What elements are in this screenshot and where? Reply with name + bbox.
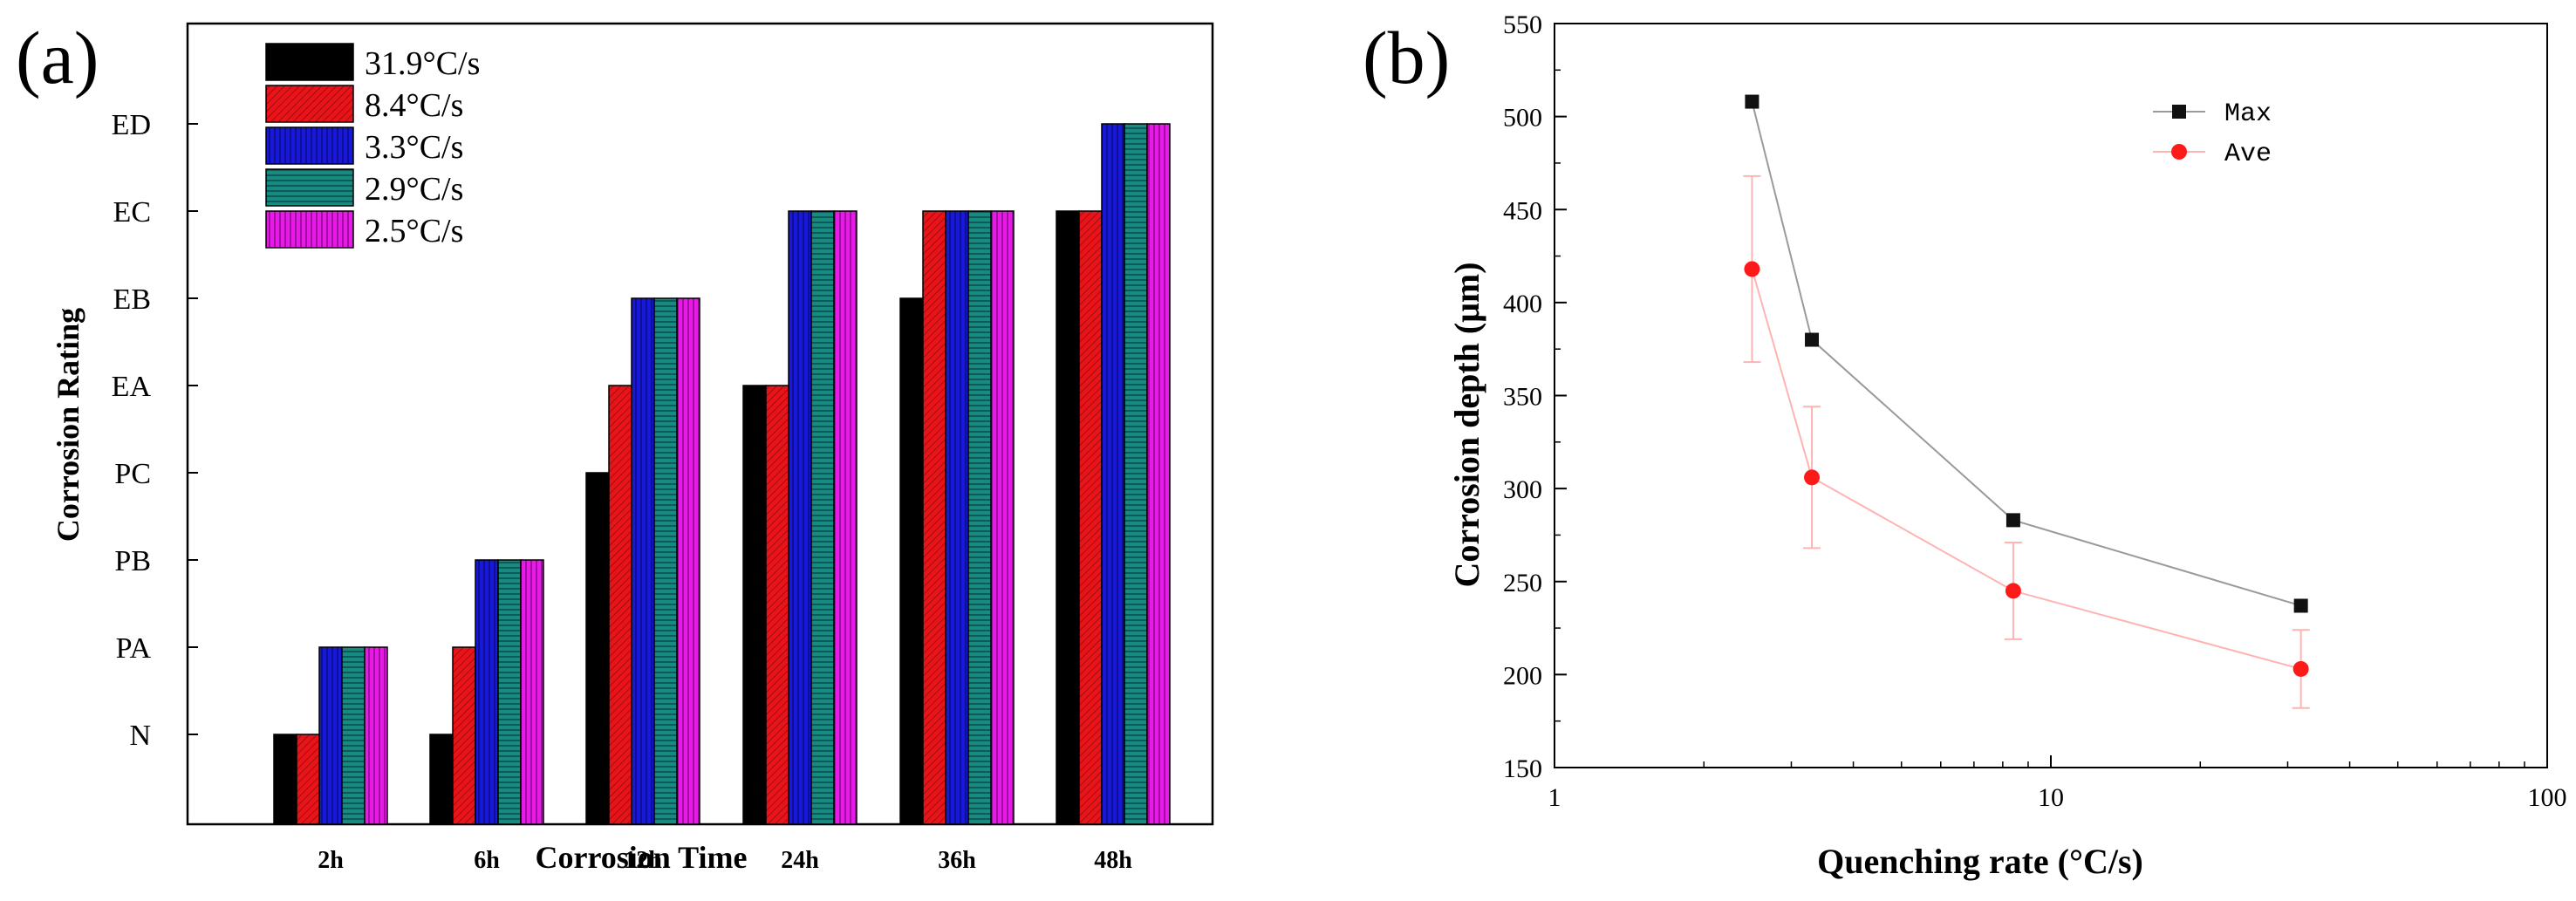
panel-b-ylabel: Corrosion depth (μm) (1447, 262, 1486, 587)
data-point-ave (1744, 261, 1760, 277)
bar (296, 734, 320, 825)
series-line (1751, 101, 2301, 607)
y-tick-label: EB (113, 283, 151, 316)
bar (990, 210, 1015, 825)
x-tick-label: 48h (1094, 847, 1132, 874)
y-tick-label: EA (112, 371, 152, 403)
bar (475, 559, 499, 825)
panel-b-label: (b) (1363, 16, 1450, 99)
x-tick-label: 2h (318, 847, 344, 874)
bar (497, 559, 522, 825)
bar (653, 297, 678, 825)
bar (833, 210, 858, 825)
bar (273, 734, 297, 825)
bar (429, 734, 454, 825)
bar (1146, 123, 1171, 825)
x-tick-label: 36h (938, 847, 976, 874)
legend-marker (2171, 144, 2187, 160)
bar (631, 297, 655, 825)
bar (967, 210, 992, 825)
y-tick-label: 550 (1503, 10, 1542, 39)
legend-label: 31.9°C/s (365, 45, 480, 82)
bar (742, 385, 767, 825)
legend-swatch (265, 85, 354, 123)
bar (810, 210, 835, 825)
legend-marker (2172, 105, 2186, 119)
data-point-ave (2292, 660, 2309, 677)
y-tick-label: EC (113, 196, 151, 229)
bar (364, 646, 388, 825)
panel-b-frame (1554, 23, 2548, 768)
legend-swatch (265, 43, 354, 81)
panel-a-ylabel: Corrosion Rating (51, 308, 85, 542)
bar (676, 297, 700, 825)
y-tick-label: 200 (1503, 661, 1542, 690)
y-tick-label: 150 (1503, 754, 1542, 783)
panel-a-plot: N PA PB PC EA EB EC ED 2h 6h 12h 24h 36h 48h 31.9°C/s 8… (112, 22, 1214, 874)
bar (1056, 210, 1080, 825)
bar (1101, 123, 1125, 825)
y-tick-label: 250 (1503, 569, 1542, 597)
y-tick-label: 300 (1503, 475, 1542, 504)
data-point-max (1805, 332, 1820, 347)
legend-label: 3.3°C/s (365, 129, 463, 166)
x-tick-label: 6h (474, 847, 500, 874)
data-point-max (2293, 598, 2308, 613)
y-tick-label: 450 (1503, 196, 1542, 225)
series-line (1751, 269, 2301, 670)
bar (945, 210, 969, 825)
data-point-ave (1804, 469, 1821, 486)
x-tick-label: 12h (624, 847, 662, 874)
y-tick-label: 400 (1503, 290, 1542, 318)
bar (899, 297, 924, 825)
y-tick-label: 500 (1503, 104, 1542, 133)
data-point-max (1745, 94, 1759, 109)
bar (788, 210, 812, 825)
legend-label: 8.4°C/s (365, 87, 463, 124)
panel-a-xlabel: Corrosion Time (535, 840, 747, 875)
data-point-ave (2005, 583, 2021, 599)
legend-swatch (265, 168, 354, 207)
panel-a-label: (a) (16, 16, 99, 99)
legend-label: 2.5°C/s (365, 213, 463, 249)
bar (608, 385, 632, 825)
y-tick-label: 350 (1503, 383, 1542, 412)
bar (452, 646, 476, 825)
x-tick-label: 1 (1548, 783, 1561, 812)
bar (318, 646, 343, 825)
x-tick-label: 10 (2038, 783, 2064, 812)
legend-label: Ave (2224, 140, 2272, 169)
x-tick-label: 100 (2528, 783, 2567, 812)
panel-b-xlabel: Quenching rate (°C/s) (1817, 842, 2143, 881)
data-point-max (2005, 513, 2020, 528)
panel-b-plot: 150 200 250 300 350 400 450 500 550 1 10 100 Max Ave (1503, 10, 2567, 812)
legend-swatch (265, 210, 354, 249)
bar (585, 472, 610, 825)
bar (922, 210, 946, 825)
y-tick-label: PA (116, 632, 152, 665)
y-tick-label: N (129, 720, 151, 752)
x-tick-label: 24h (781, 847, 819, 874)
legend-label: 2.9°C/s (365, 171, 463, 208)
bar (520, 559, 544, 825)
bar (765, 385, 789, 825)
y-tick-label: PC (114, 458, 151, 490)
bar (1124, 123, 1148, 825)
bar (341, 646, 366, 825)
y-tick-label: ED (112, 109, 151, 141)
y-tick-label: PB (114, 545, 151, 577)
legend-swatch (265, 126, 354, 165)
legend-label: Max (2224, 99, 2272, 129)
bar (1078, 210, 1103, 825)
